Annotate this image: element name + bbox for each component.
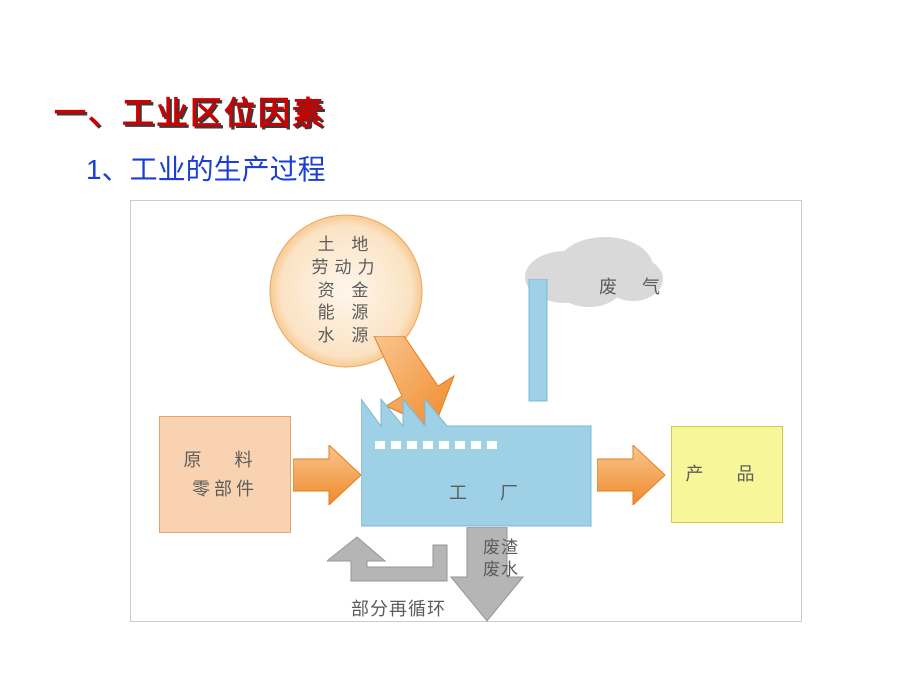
- arrow-factory-to-product: [597, 445, 667, 505]
- diagram-container: 土 地 劳动力 资 金 能 源 水 源 原 料 零部件: [130, 200, 802, 622]
- raw-line-2: 零部件: [192, 475, 258, 504]
- factory-label: 工 厂: [449, 479, 532, 505]
- recycle-label: 部分再循环: [351, 595, 446, 621]
- main-title: 一、工业区位因素: [54, 88, 326, 134]
- input-line-1: 土 地: [318, 234, 375, 257]
- arrow-raw-to-factory: [293, 445, 363, 505]
- input-line-2: 劳动力: [312, 257, 381, 280]
- waste-gas-label: 废 气: [599, 273, 670, 299]
- subtitle: 1、工业的生产过程: [86, 148, 326, 188]
- raw-materials-box: 原 料 零部件: [159, 416, 291, 533]
- product-label: 产 品: [685, 460, 768, 489]
- waste-water-label: 废水: [483, 555, 519, 580]
- raw-line-1: 原 料: [183, 446, 266, 475]
- product-box: 产 品: [671, 426, 783, 523]
